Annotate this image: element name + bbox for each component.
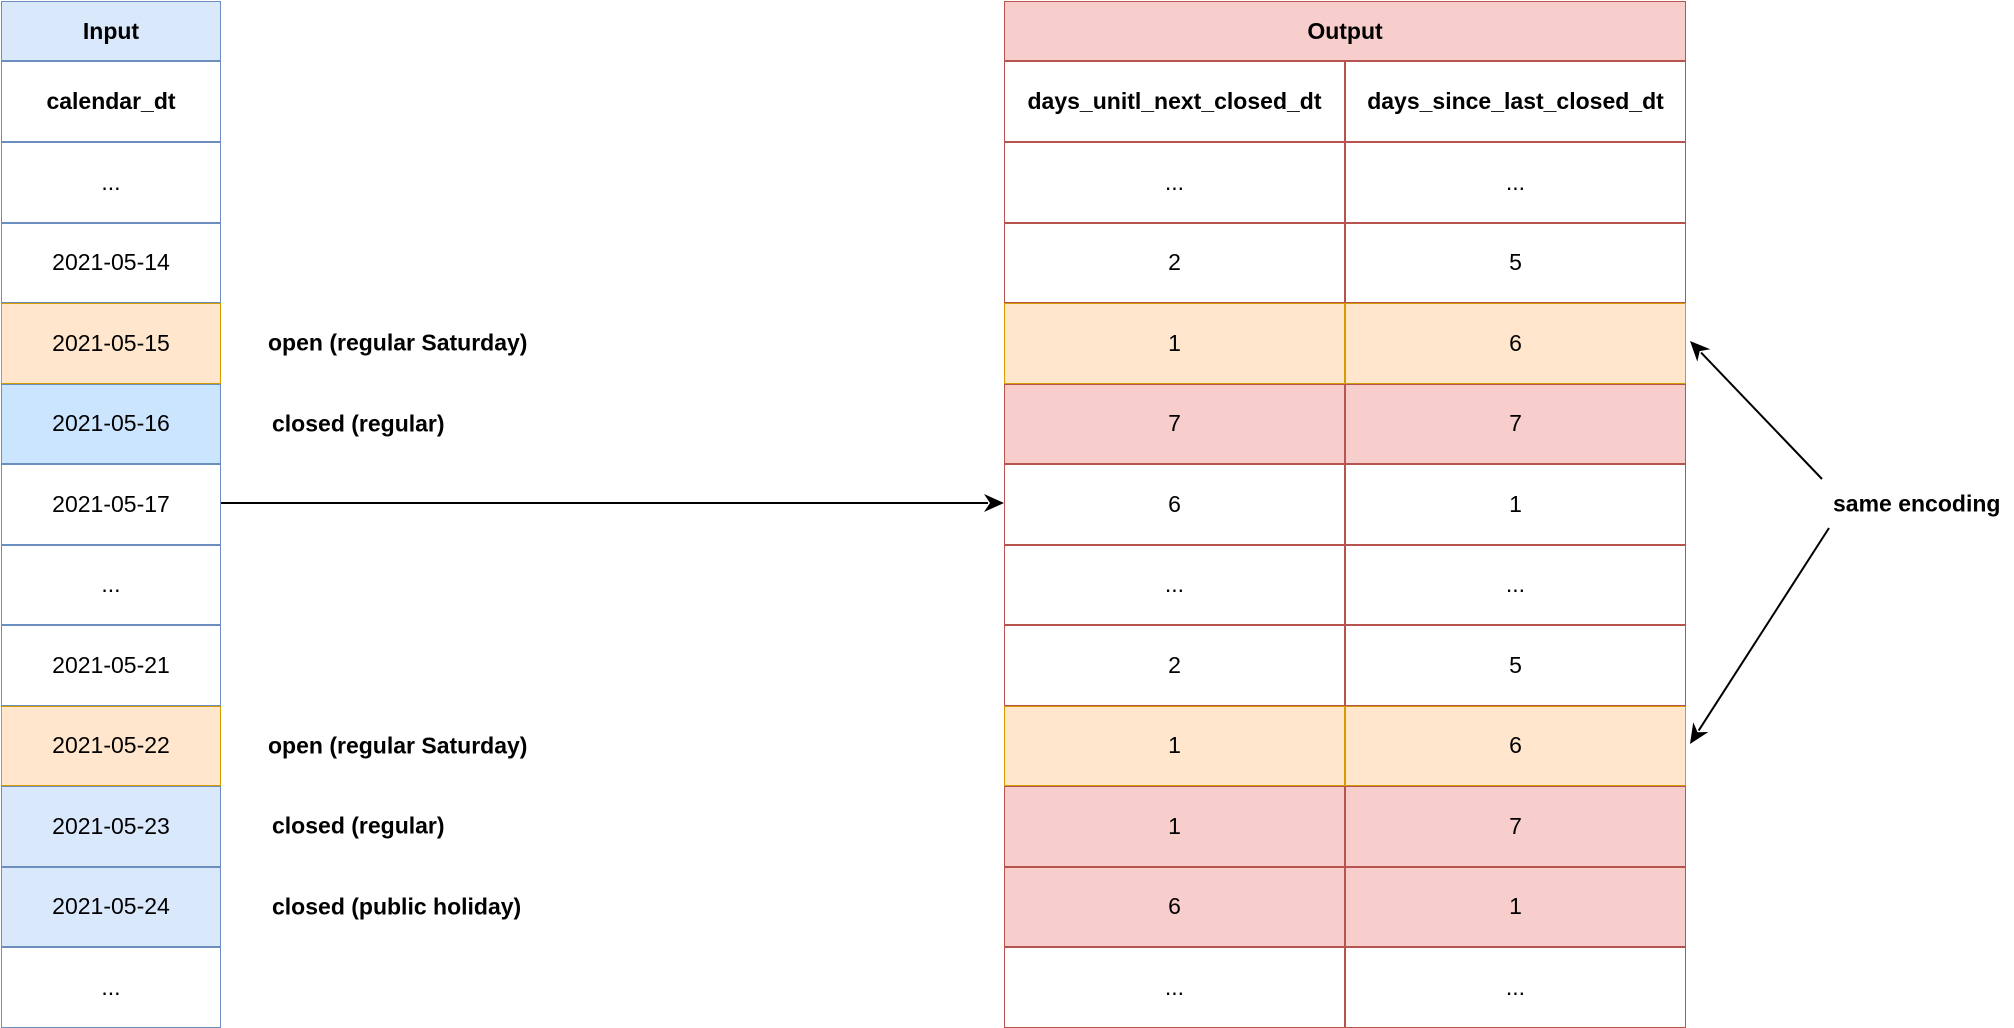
output-row-cell: 7	[1345, 786, 1686, 867]
output-row-cell: 6	[1004, 866, 1345, 947]
output-row-cell: 1	[1004, 786, 1345, 867]
output-row-cell: 1	[1004, 705, 1345, 786]
output-row-cell: ...	[1345, 947, 1686, 1028]
output-column-header: days_unitl_next_closed_dt	[1004, 61, 1345, 142]
input-row-cell: 2021-05-16	[1, 383, 221, 464]
output-row-cell: 1	[1004, 303, 1345, 384]
input-row-cell: 2021-05-24	[1, 866, 221, 947]
output-row-cell: ...	[1004, 947, 1345, 1028]
input-row-cell: 2021-05-23	[1, 786, 221, 867]
input-row-cell: ...	[1, 142, 221, 223]
input-column-header: calendar_dt	[1, 61, 221, 142]
output-row-cell: 5	[1345, 625, 1686, 706]
output-row-cell: 6	[1345, 303, 1686, 384]
output-column-header: days_since_last_closed_dt	[1345, 61, 1686, 142]
same-encoding-arrow-down	[1690, 527, 1830, 744]
output-row-cell: 5	[1345, 222, 1686, 303]
output-row-cell: ...	[1004, 544, 1345, 625]
input-row-cell: 2021-05-22	[1, 705, 221, 786]
output-row-cell: ...	[1345, 544, 1686, 625]
input-to-output-arrow	[221, 494, 1004, 512]
row-annotation: open (regular Saturday)	[268, 732, 528, 759]
output-row-cell: 7	[1345, 383, 1686, 464]
output-row-cell: 1	[1345, 464, 1686, 545]
output-row-cell: ...	[1345, 142, 1686, 223]
input-title: Input	[1, 1, 221, 61]
same-encoding-label: same encoding	[1833, 490, 2001, 517]
input-row-cell: 2021-05-15	[1, 303, 221, 384]
row-annotation: closed (regular)	[272, 812, 445, 839]
input-row-cell: 2021-05-14	[1, 222, 221, 303]
row-annotation: closed (regular)	[272, 410, 445, 437]
input-row-cell: 2021-05-21	[1, 625, 221, 706]
input-row-cell: ...	[1, 947, 221, 1028]
output-row-cell: 7	[1004, 383, 1345, 464]
output-row-cell: 6	[1345, 705, 1686, 786]
output-row-cell: 6	[1004, 464, 1345, 545]
output-row-cell: ...	[1004, 142, 1345, 223]
output-row-cell: 1	[1345, 866, 1686, 947]
output-row-cell: 2	[1004, 222, 1345, 303]
input-row-cell: 2021-05-17	[1, 464, 221, 545]
row-annotation: open (regular Saturday)	[268, 329, 528, 356]
input-row-cell: ...	[1, 544, 221, 625]
output-title: Output	[1004, 1, 1686, 61]
same-encoding-arrow-up	[1690, 341, 1823, 480]
output-row-cell: 2	[1004, 625, 1345, 706]
row-annotation: closed (public holiday)	[272, 893, 522, 920]
